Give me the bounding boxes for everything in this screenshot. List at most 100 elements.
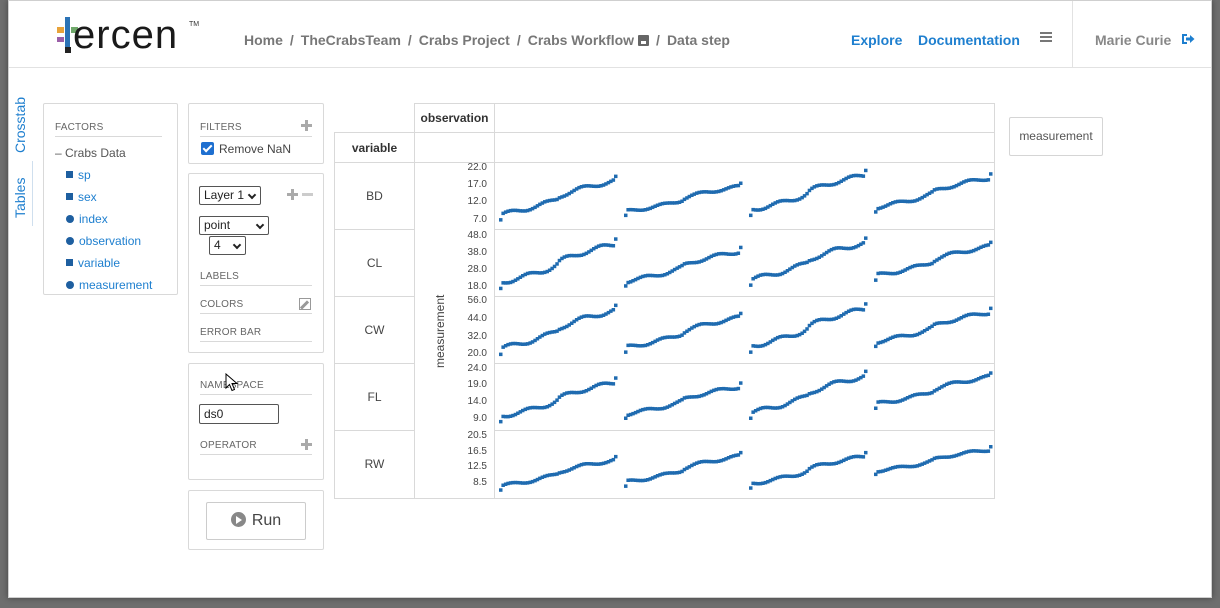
- data-point: [704, 322, 709, 326]
- layer-select[interactable]: Layer 1: [199, 186, 261, 205]
- error-bar-title[interactable]: ERROR BAR: [200, 327, 312, 342]
- data-point: [846, 309, 851, 313]
- data-point: [655, 274, 660, 278]
- data-point: [832, 182, 836, 187]
- breadcrumb-team[interactable]: TheCrabsTeam: [300, 32, 401, 48]
- factor-item-measurement[interactable]: measurement: [66, 278, 152, 292]
- remove-nan-option[interactable]: Remove NaN: [201, 142, 291, 156]
- data-point: [967, 449, 971, 454]
- data-point: [707, 190, 711, 194]
- tercen-logo[interactable]: ercen TM: [51, 13, 211, 61]
- factor-item-sex[interactable]: sex: [66, 190, 97, 204]
- factor-item-sp[interactable]: sp: [66, 168, 91, 182]
- y-tick-label: 8.5: [473, 477, 487, 489]
- data-point: [957, 452, 961, 457]
- y-tick-label: 22.0: [467, 161, 487, 173]
- data-point: [952, 250, 956, 254]
- data-point: [604, 243, 608, 247]
- factor-item-variable[interactable]: variable: [66, 256, 120, 270]
- factor-root-crabs-data[interactable]: – Crabs Data: [55, 146, 126, 160]
- data-point: [533, 405, 537, 410]
- data-point: [949, 250, 954, 255]
- factor-item-observation[interactable]: observation: [66, 234, 141, 248]
- data-point: [729, 316, 733, 320]
- data-point: [837, 180, 841, 185]
- measurement-axis-chip[interactable]: measurement: [1009, 117, 1103, 156]
- remove-layer-minus-icon[interactable]: [302, 189, 313, 200]
- colors-title[interactable]: COLORS: [200, 299, 312, 314]
- data-point: [905, 334, 910, 338]
- data-point: [543, 332, 547, 336]
- data-point: [587, 387, 591, 392]
- data-point: [773, 476, 777, 481]
- logout-icon[interactable]: [1181, 33, 1195, 45]
- data-point: [910, 264, 915, 269]
- labels-title[interactable]: LABELS: [200, 271, 312, 286]
- breadcrumb: Home / TheCrabsTeam / Crabs Project / Crabs Wo…: [244, 32, 730, 48]
- plot-cell-rw[interactable]: [494, 430, 995, 499]
- save-icon[interactable]: [638, 35, 650, 46]
- data-point: [592, 385, 596, 389]
- data-point: [530, 340, 535, 344]
- data-point: [881, 469, 885, 473]
- data-point: [771, 338, 775, 343]
- hamburger-menu-icon[interactable]: [1040, 32, 1052, 44]
- add-layer-plus-icon[interactable]: [287, 189, 298, 200]
- data-point: [682, 331, 687, 335]
- data-point: [989, 172, 993, 176]
- data-point: [540, 201, 545, 205]
- data-point: [506, 342, 510, 347]
- data-point: [876, 206, 880, 211]
- add-operator-plus-icon[interactable]: [301, 439, 312, 450]
- namespace-input[interactable]: [199, 404, 279, 424]
- row-label-cell-rw[interactable]: [334, 430, 415, 499]
- geom-select[interactable]: point: [199, 216, 269, 235]
- data-point: [864, 302, 868, 306]
- data-point: [734, 387, 738, 391]
- data-point: [533, 270, 537, 275]
- data-point: [503, 344, 508, 348]
- run-button[interactable]: Run: [206, 502, 306, 540]
- data-point: [790, 199, 795, 203]
- data-point: [589, 314, 593, 318]
- breadcrumb-workflow[interactable]: Crabs Workflow: [527, 32, 635, 48]
- add-filter-plus-icon[interactable]: [301, 120, 312, 131]
- data-point: [802, 194, 807, 198]
- breadcrumb-project[interactable]: Crabs Project: [418, 32, 510, 48]
- data-point: [989, 371, 993, 375]
- data-point: [807, 392, 812, 396]
- data-point: [508, 280, 513, 285]
- data-point: [562, 470, 567, 474]
- data-point: [785, 334, 790, 338]
- breadcrumb-home[interactable]: Home: [244, 32, 283, 48]
- data-point: [570, 190, 574, 194]
- data-point: [599, 462, 603, 466]
- point-size-select[interactable]: 4: [209, 236, 246, 255]
- data-point: [714, 322, 718, 326]
- factor-item-index[interactable]: index: [66, 212, 108, 226]
- data-point: [624, 484, 628, 488]
- data-point: [516, 208, 520, 213]
- data-point: [567, 468, 571, 472]
- data-point: [499, 352, 503, 357]
- data-point: [957, 182, 961, 187]
- nav-documentation-link[interactable]: Documentation: [918, 32, 1020, 48]
- data-point: [805, 469, 809, 473]
- data-point: [986, 373, 991, 378]
- nav-explore-link[interactable]: Explore: [851, 32, 903, 48]
- breadcrumb-current-step[interactable]: Data step: [666, 32, 730, 48]
- data-point: [908, 394, 912, 399]
- data-point: [915, 392, 920, 397]
- data-point: [849, 455, 853, 460]
- data-point: [668, 471, 672, 475]
- data-point: [555, 472, 559, 476]
- remove-nan-checkbox[interactable]: [201, 142, 214, 155]
- data-point: [771, 273, 775, 277]
- edit-colors-icon[interactable]: [299, 298, 311, 310]
- user-name[interactable]: Marie Curie: [1095, 32, 1172, 48]
- data-point: [594, 314, 598, 319]
- data-point: [886, 271, 890, 276]
- data-point: [707, 322, 711, 326]
- data-point: [945, 321, 949, 325]
- data-point: [501, 211, 505, 216]
